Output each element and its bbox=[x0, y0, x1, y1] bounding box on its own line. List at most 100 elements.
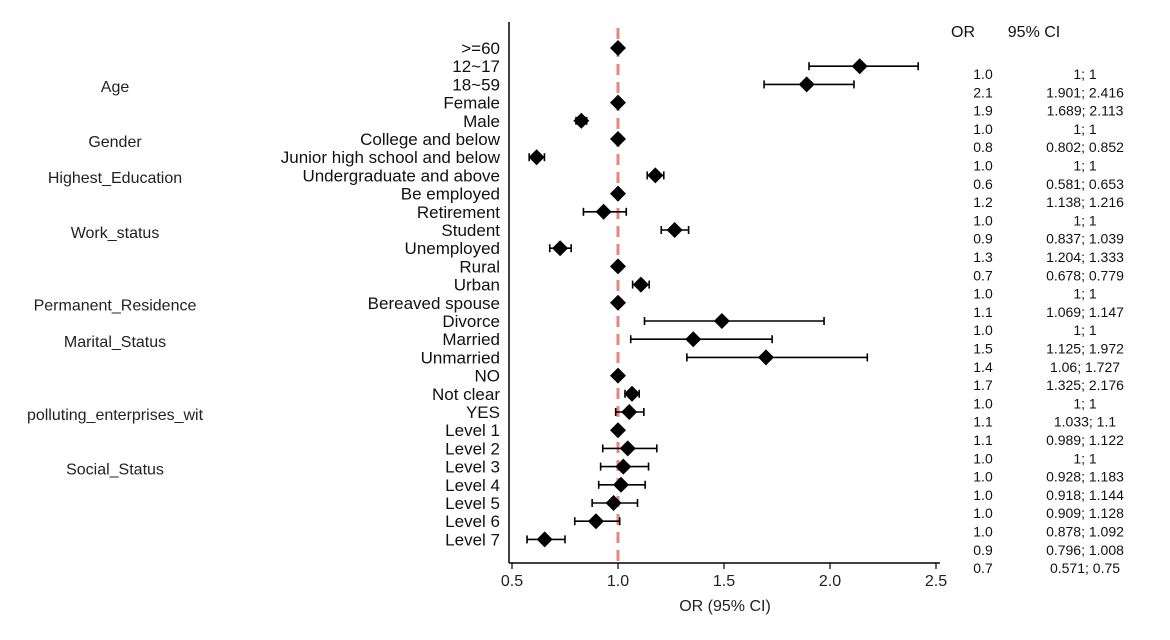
or-marker bbox=[757, 349, 774, 366]
table-or-cell: 1.3 bbox=[973, 249, 993, 265]
table-or-cell: 1.1 bbox=[973, 414, 993, 430]
table-ci-cell: 0.918; 1.144 bbox=[1046, 487, 1124, 503]
category-label: Level 4 bbox=[445, 476, 500, 495]
category-label: Unemployed bbox=[405, 239, 500, 258]
or-marker bbox=[610, 258, 626, 275]
table-ci-cell: 0.928; 1.183 bbox=[1046, 469, 1124, 485]
table-or-cell: 1.0 bbox=[973, 505, 993, 521]
ci-layer bbox=[526, 62, 919, 544]
table-ci-cell: 1; 1 bbox=[1073, 121, 1097, 137]
table-ci-cell: 0.581; 0.653 bbox=[1046, 176, 1124, 192]
table-ci-cell: 0.802; 0.852 bbox=[1046, 139, 1124, 155]
category-label: >=60 bbox=[461, 39, 500, 58]
or-marker bbox=[536, 531, 553, 548]
category-label: Level 7 bbox=[445, 530, 500, 549]
table-ci-cell: 1.901; 2.416 bbox=[1046, 84, 1124, 100]
table-or-cell: 0.8 bbox=[973, 139, 993, 155]
or-marker bbox=[528, 149, 545, 166]
category-label: Not clear bbox=[432, 385, 500, 404]
x-tick-label: 2.5 bbox=[925, 573, 947, 590]
table-or-cell: 0.7 bbox=[973, 560, 993, 576]
table-ci-cell: 0.837; 1.039 bbox=[1046, 231, 1124, 247]
table-header-or: OR bbox=[951, 24, 975, 41]
marker-layer bbox=[528, 40, 868, 548]
category-label: Level 1 bbox=[445, 421, 500, 440]
or-marker bbox=[610, 185, 626, 202]
table-or-cell: 1.0 bbox=[973, 469, 993, 485]
or-marker bbox=[573, 112, 590, 129]
or-marker bbox=[587, 513, 604, 530]
category-label: Female bbox=[443, 94, 500, 113]
category-label: Married bbox=[442, 330, 500, 349]
or-marker bbox=[621, 404, 638, 420]
category-label: Junior high school and below bbox=[281, 148, 501, 167]
group-label: polluting_enterprises_wit bbox=[27, 407, 204, 424]
table-or-cell: 0.9 bbox=[973, 542, 993, 558]
table-ci-cell: 0.571; 0.75 bbox=[1050, 560, 1120, 576]
group-label: Social_Status bbox=[66, 461, 164, 478]
table-or-cell: 1.0 bbox=[973, 121, 993, 137]
table-ci-cell: 0.796; 1.008 bbox=[1046, 542, 1124, 558]
table-or-cell: 1.4 bbox=[973, 359, 993, 375]
x-tick-label: 2.0 bbox=[819, 573, 841, 590]
category-label: Bereaved spouse bbox=[368, 294, 500, 313]
table-or-cell: 2.1 bbox=[973, 84, 993, 100]
group-label: Highest_Education bbox=[48, 170, 182, 187]
table-or-cell: 1.0 bbox=[973, 450, 993, 466]
category-label: Divorce bbox=[442, 312, 500, 331]
x-tick-label: 1.5 bbox=[713, 573, 735, 590]
or-marker bbox=[647, 167, 664, 184]
table-or-cell: 1.2 bbox=[973, 194, 993, 210]
table-ci-cell: 1; 1 bbox=[1073, 322, 1097, 338]
or-marker bbox=[713, 313, 730, 329]
table-ci-cell: 1.125; 1.972 bbox=[1046, 341, 1124, 357]
category-label: Level 6 bbox=[445, 512, 500, 531]
category-label: Level 3 bbox=[445, 458, 500, 477]
table-or-cell: 1.5 bbox=[973, 341, 993, 357]
table-or-cell: 0.7 bbox=[973, 267, 993, 283]
table-or-cell: 1.0 bbox=[973, 524, 993, 540]
category-label: Student bbox=[441, 221, 500, 240]
or-marker bbox=[610, 294, 626, 311]
category-label: 12~17 bbox=[452, 57, 500, 76]
group-label: Work_status bbox=[71, 225, 160, 242]
or-marker bbox=[610, 131, 626, 147]
table-ci-cell: 1.06; 1.727 bbox=[1050, 359, 1120, 375]
table-or-cell: 1.0 bbox=[973, 158, 993, 174]
or-marker bbox=[685, 331, 702, 348]
or-marker bbox=[610, 367, 626, 384]
or-marker bbox=[666, 222, 683, 238]
or-marker bbox=[605, 495, 622, 511]
or-marker bbox=[623, 385, 640, 402]
category-label: Rural bbox=[459, 257, 500, 276]
or-marker bbox=[610, 422, 626, 439]
or-marker bbox=[615, 458, 632, 475]
table-or-cell: 0.9 bbox=[973, 231, 993, 247]
table-ci-cell: 1; 1 bbox=[1073, 158, 1097, 174]
or-marker bbox=[595, 203, 612, 220]
table-ci-cell: 1; 1 bbox=[1073, 450, 1097, 466]
x-tick-label: 1.0 bbox=[607, 573, 629, 590]
table-ci-cell: 1; 1 bbox=[1073, 395, 1097, 411]
category-label: YES bbox=[466, 403, 500, 422]
x-tick-label: 0.5 bbox=[501, 573, 523, 590]
or-marker bbox=[610, 94, 626, 111]
table-ci-cell: 1; 1 bbox=[1073, 286, 1097, 302]
or-marker bbox=[632, 276, 649, 293]
table-ci-cell: 1.325; 2.176 bbox=[1046, 377, 1124, 393]
category-label: Be employed bbox=[401, 185, 500, 204]
table-or-cell: 1.0 bbox=[973, 322, 993, 338]
table-or-cell: 1.0 bbox=[973, 286, 993, 302]
category-label: NO bbox=[475, 367, 501, 386]
table-or-cell: 1.0 bbox=[973, 395, 993, 411]
table-or-cell: 1.1 bbox=[973, 432, 993, 448]
category-label: Undergraduate and above bbox=[302, 166, 500, 185]
table-or-cell: 0.6 bbox=[973, 176, 993, 192]
or-marker bbox=[610, 40, 626, 56]
category-label: College and below bbox=[360, 130, 501, 149]
category-label: Level 2 bbox=[445, 439, 500, 458]
table-ci-cell: 1; 1 bbox=[1073, 66, 1097, 82]
category-label: 18~59 bbox=[452, 75, 500, 94]
